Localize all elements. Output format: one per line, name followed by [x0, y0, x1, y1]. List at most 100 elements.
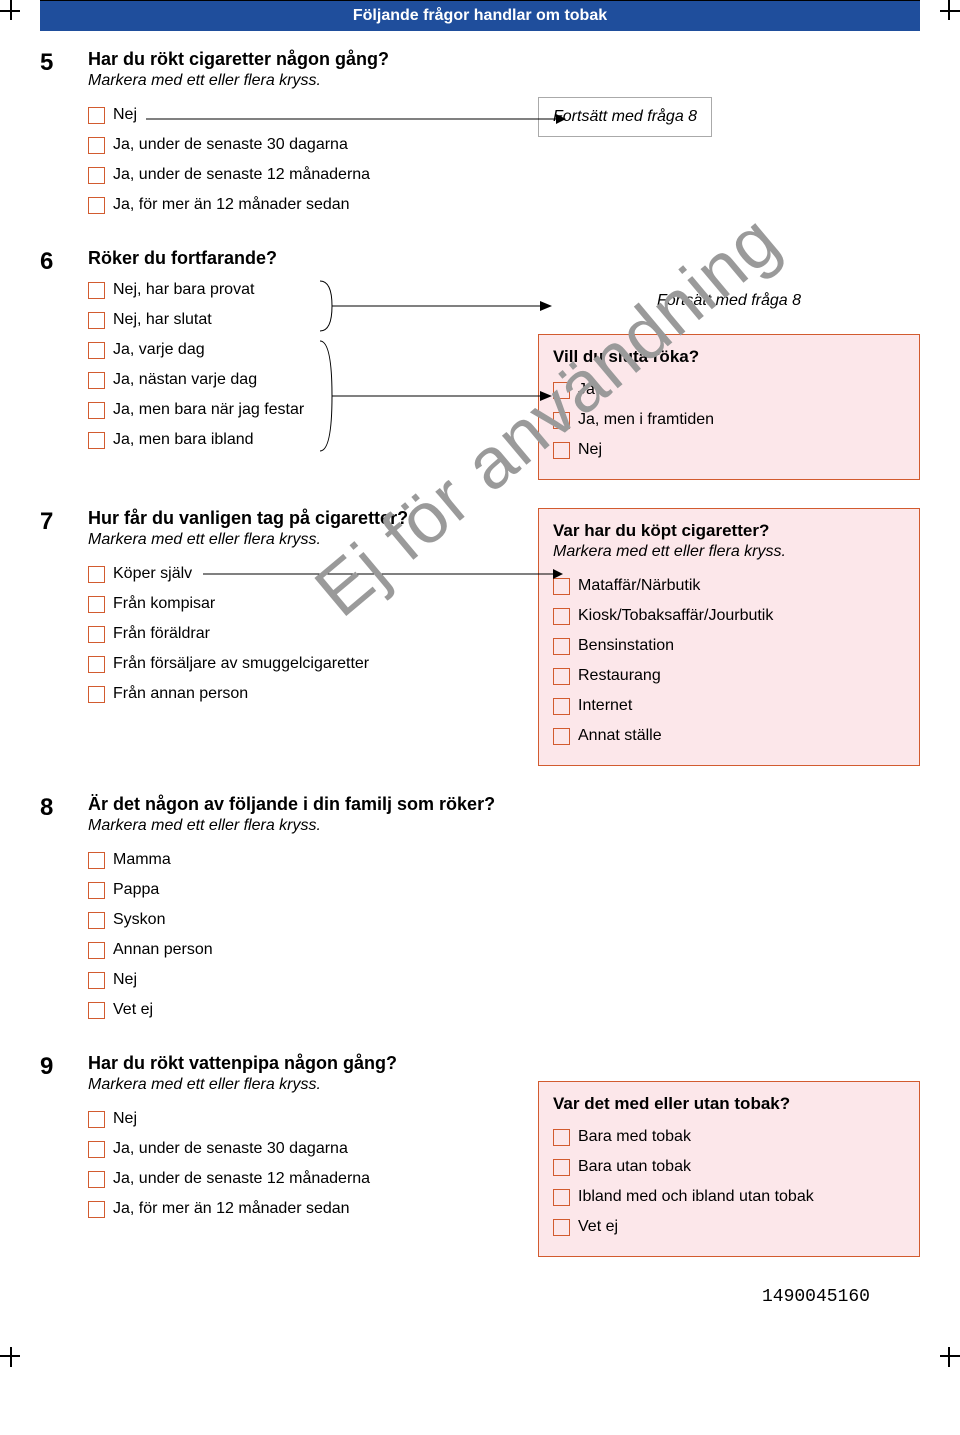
q7-sub-subtitle: Markera med ett eller flera kryss.	[553, 543, 905, 561]
option-label: Ja, men bara när jag festar	[113, 401, 304, 419]
q9-number: 9	[40, 1053, 88, 1257]
q5-title: Har du rökt cigaretter någon gång?	[88, 49, 518, 70]
checkbox[interactable]	[88, 1111, 105, 1128]
q8-title: Är det någon av följande i din familj so…	[88, 794, 920, 815]
checkbox[interactable]	[88, 1201, 105, 1218]
option-label: Ja, för mer än 12 månader sedan	[113, 196, 350, 214]
option-label: Från kompisar	[113, 595, 215, 613]
option-label: Syskon	[113, 911, 165, 929]
q5-number: 5	[40, 49, 88, 220]
option-label: Från annan person	[113, 685, 248, 703]
footer-code: 1490045160	[40, 1287, 920, 1307]
q9-title: Har du rökt vattenpipa någon gång?	[88, 1053, 518, 1074]
q9-subtitle: Markera med ett eller flera kryss.	[88, 1076, 518, 1094]
option-label: Internet	[578, 697, 632, 715]
q6-sub-title: Vill du sluta röka?	[553, 347, 905, 367]
sub-question-box: Vill du sluta röka? Ja Ja, men i framtid…	[538, 334, 920, 480]
option-label: Ja, men i framtiden	[578, 411, 714, 429]
option-label: Från föräldrar	[113, 625, 210, 643]
checkbox[interactable]	[88, 626, 105, 643]
checkbox[interactable]	[88, 167, 105, 184]
option-label: Kiosk/Tobaksaffär/Jourbutik	[578, 607, 773, 625]
checkbox[interactable]	[553, 1159, 570, 1176]
checkbox[interactable]	[88, 566, 105, 583]
checkbox[interactable]	[88, 942, 105, 959]
option-label: Restaurang	[578, 667, 661, 685]
checkbox[interactable]	[88, 912, 105, 929]
question-8: 8 Är det någon av följande i din familj …	[40, 794, 920, 1025]
option-label: Annan person	[113, 941, 213, 959]
option-label: Ja, nästan varje dag	[113, 371, 257, 389]
checkbox[interactable]	[88, 686, 105, 703]
checkbox[interactable]	[88, 402, 105, 419]
option-label: Bensinstation	[578, 637, 674, 655]
checkbox[interactable]	[88, 1171, 105, 1188]
sub-question-box: Var har du köpt cigaretter? Markera med …	[538, 508, 920, 766]
checkbox[interactable]	[88, 852, 105, 869]
checkbox[interactable]	[88, 312, 105, 329]
checkbox[interactable]	[553, 728, 570, 745]
checkbox[interactable]	[88, 596, 105, 613]
checkbox[interactable]	[88, 107, 105, 124]
option-label: Ja, under de senaste 30 dagarna	[113, 1140, 348, 1158]
checkbox[interactable]	[88, 882, 105, 899]
question-6: 6 Röker du fortfarande? Nej, har bara pr…	[40, 248, 920, 480]
q9-sub-title: Var det med eller utan tobak?	[553, 1094, 905, 1114]
checkbox[interactable]	[88, 282, 105, 299]
checkbox[interactable]	[88, 342, 105, 359]
q7-title: Hur får du vanligen tag på cigaretter?	[88, 508, 518, 529]
option-label: Mataffär/Närbutik	[578, 577, 700, 595]
q7-number: 7	[40, 508, 88, 766]
checkbox[interactable]	[553, 668, 570, 685]
checkbox[interactable]	[88, 972, 105, 989]
option-label: Nej	[113, 1110, 137, 1128]
question-9: 9 Har du rökt vattenpipa någon gång? Mar…	[40, 1053, 920, 1257]
option-label: Nej	[578, 441, 602, 459]
option-label: Ja, under de senaste 12 månaderna	[113, 166, 370, 184]
goto-text: Fortsätt med fråga 8	[538, 282, 920, 320]
checkbox[interactable]	[88, 137, 105, 154]
option-label: Ja, under de senaste 12 månaderna	[113, 1170, 370, 1188]
checkbox[interactable]	[88, 372, 105, 389]
option-label: Nej, har bara provat	[113, 281, 254, 299]
q6-title: Röker du fortfarande?	[88, 248, 518, 269]
option-label: Ja, för mer än 12 månader sedan	[113, 1200, 350, 1218]
question-5: 5 Har du rökt cigaretter någon gång? Mar…	[40, 49, 920, 220]
option-label: Från försäljare av smuggelcigaretter	[113, 655, 369, 673]
option-label: Pappa	[113, 881, 159, 899]
q7-sub-title: Var har du köpt cigaretter?	[553, 521, 905, 541]
option-label: Ja	[578, 381, 595, 399]
checkbox[interactable]	[553, 578, 570, 595]
q5-subtitle: Markera med ett eller flera kryss.	[88, 72, 518, 90]
option-label: Bara utan tobak	[578, 1158, 691, 1176]
checkbox[interactable]	[553, 1189, 570, 1206]
goto-box: Fortsätt med fråga 8	[538, 97, 712, 137]
checkbox[interactable]	[553, 608, 570, 625]
sub-question-box: Var det med eller utan tobak? Bara med t…	[538, 1081, 920, 1257]
checkbox[interactable]	[553, 698, 570, 715]
section-header: Följande frågor handlar om tobak	[40, 0, 920, 31]
checkbox[interactable]	[553, 1129, 570, 1146]
option-label: Mamma	[113, 851, 171, 869]
option-label: Vet ej	[578, 1218, 618, 1236]
option-label: Vet ej	[113, 1001, 153, 1019]
option-label: Köper själv	[113, 565, 192, 583]
option-label: Nej, har slutat	[113, 311, 212, 329]
bracket-icon	[320, 276, 560, 336]
checkbox[interactable]	[88, 1141, 105, 1158]
q8-subtitle: Markera med ett eller flera kryss.	[88, 817, 920, 835]
checkbox[interactable]	[88, 656, 105, 673]
option-label: Nej	[113, 971, 137, 989]
bracket-icon	[320, 336, 560, 456]
checkbox[interactable]	[553, 1219, 570, 1236]
checkbox[interactable]	[88, 432, 105, 449]
option-label: Ibland med och ibland utan tobak	[578, 1188, 814, 1206]
option-label: Ja, men bara ibland	[113, 431, 254, 449]
option-label: Annat ställe	[578, 727, 662, 745]
option-label: Ja, under de senaste 30 dagarna	[113, 136, 348, 154]
checkbox[interactable]	[553, 638, 570, 655]
checkbox[interactable]	[88, 1002, 105, 1019]
option-label: Ja, varje dag	[113, 341, 205, 359]
checkbox[interactable]	[88, 197, 105, 214]
q8-number: 8	[40, 794, 88, 1025]
